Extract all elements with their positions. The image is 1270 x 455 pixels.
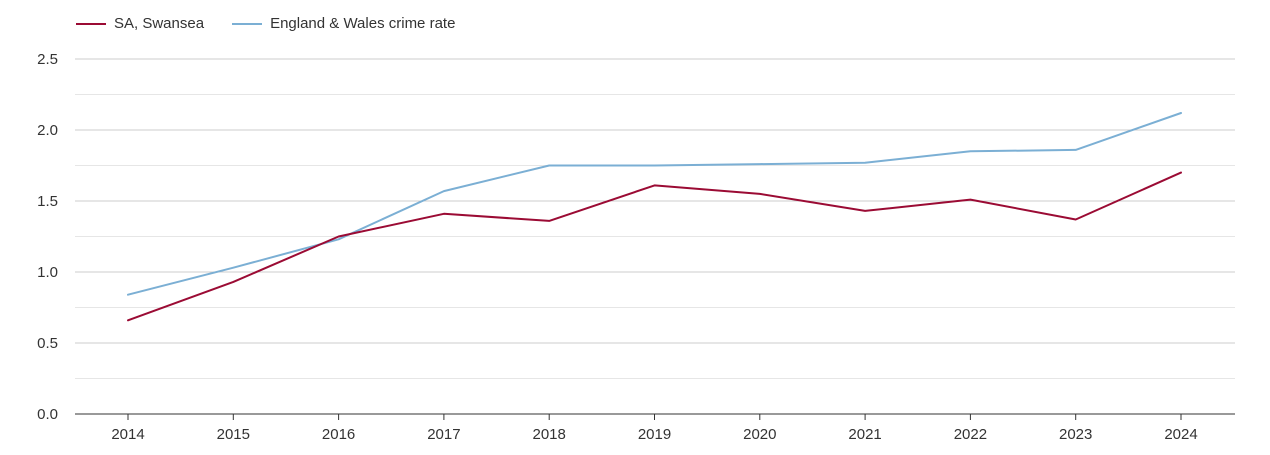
x-tick-label: 2021 bbox=[848, 426, 881, 443]
y-tick-label: 2.5 bbox=[37, 51, 58, 68]
y-tick-label: 1.5 bbox=[37, 193, 58, 210]
series-line-swansea bbox=[127, 171, 1182, 322]
legend-label-england-wales: England & Wales crime rate bbox=[270, 15, 456, 32]
series-line-england-wales bbox=[127, 112, 1182, 296]
x-tick-label: 2019 bbox=[638, 426, 671, 443]
legend-item-england-wales: England & Wales crime rate bbox=[232, 15, 455, 32]
x-tick-label: 2022 bbox=[954, 426, 987, 443]
x-tick-label: 2015 bbox=[217, 426, 250, 443]
x-tick-label: 2020 bbox=[743, 426, 776, 443]
legend-swatch-england-wales bbox=[232, 22, 263, 25]
y-tick-label: 1.0 bbox=[37, 264, 58, 281]
y-tick-label: 2.0 bbox=[37, 122, 58, 139]
legend-item-swansea: SA, Swansea bbox=[76, 15, 204, 32]
x-tick-label: 2017 bbox=[427, 426, 460, 443]
y-tick-label: 0.5 bbox=[37, 335, 58, 352]
x-tick-label: 2014 bbox=[111, 426, 144, 443]
x-tick-label: 2018 bbox=[533, 426, 566, 443]
y-tick-label: 0.0 bbox=[37, 406, 58, 423]
legend-swatch-swansea bbox=[76, 22, 106, 25]
legend-label-swansea: SA, Swansea bbox=[114, 15, 205, 32]
x-tick-label: 2016 bbox=[322, 426, 355, 443]
legend: SA, Swansea England & Wales crime rate bbox=[76, 15, 483, 32]
x-tick-label: 2024 bbox=[1164, 426, 1197, 443]
x-tick-label: 2023 bbox=[1059, 426, 1092, 443]
